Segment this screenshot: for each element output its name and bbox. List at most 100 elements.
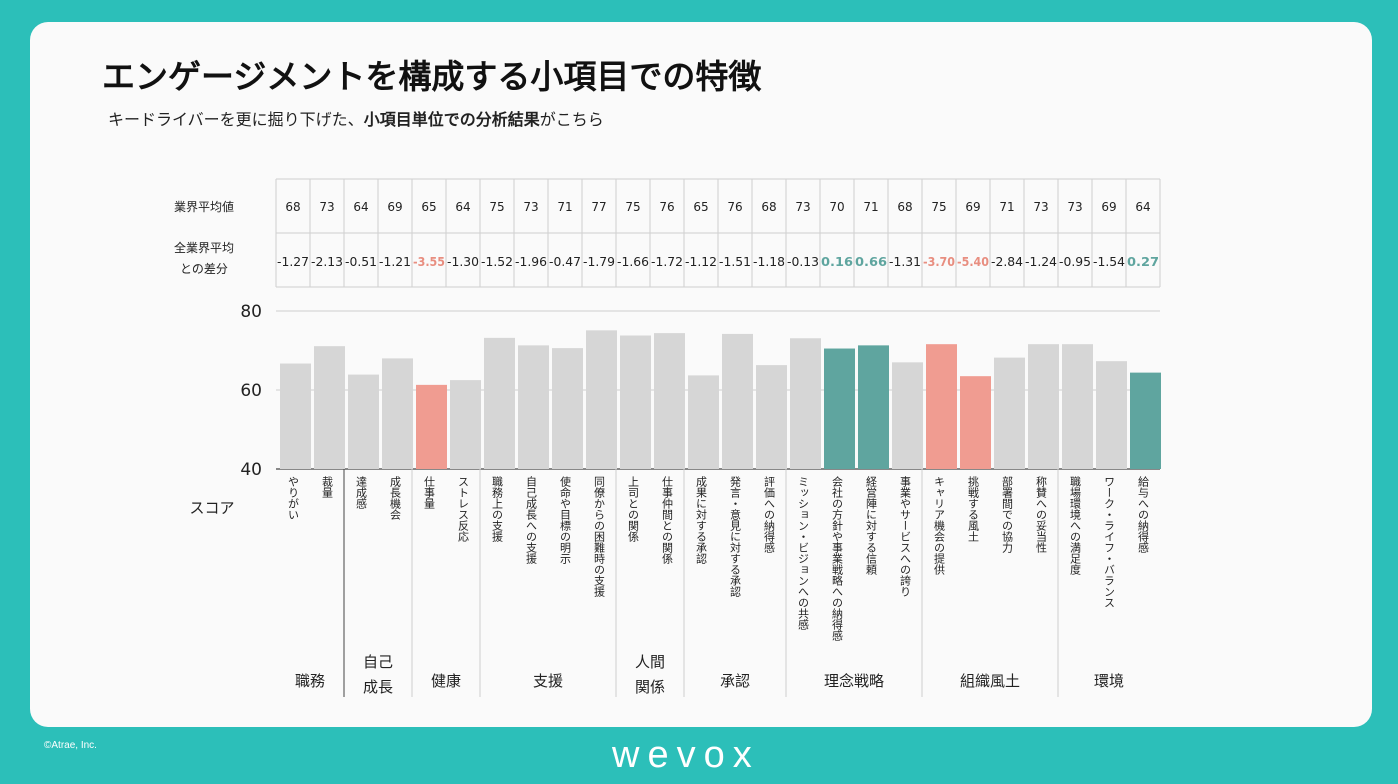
industry-avg-cell: 76 xyxy=(727,200,742,214)
category-label: 自己成長への支援 xyxy=(525,476,538,565)
industry-avg-cell: 75 xyxy=(931,200,946,214)
group-label: 支援 xyxy=(533,672,563,690)
subtitle-bold: 小項目単位での分析結果 xyxy=(363,110,540,129)
diff-cell: 0.66 xyxy=(855,255,887,269)
industry-avg-cell: 75 xyxy=(625,200,640,214)
bar-21 xyxy=(960,376,991,469)
group-label: 職務 xyxy=(295,672,325,690)
diff-cell: -1.79 xyxy=(583,255,615,269)
category-label: 裁量 xyxy=(321,476,334,498)
category-label: 同僚からの困難時の支援 xyxy=(593,476,606,598)
bar-9 xyxy=(552,348,583,469)
group-label: 環境 xyxy=(1094,672,1124,690)
diff-cell: -1.51 xyxy=(719,255,751,269)
industry-avg-row-label: 業界平均値 xyxy=(174,199,234,214)
diff-cell: -1.12 xyxy=(685,255,717,269)
industry-avg-cell: 73 xyxy=(1067,200,1082,214)
industry-avg-cell: 75 xyxy=(489,200,504,214)
category-label: 給与への納得感 xyxy=(1137,475,1150,553)
industry-avg-cell: 69 xyxy=(965,200,980,214)
bar-8 xyxy=(518,345,549,469)
diff-cell: 0.16 xyxy=(821,255,853,269)
industry-avg-cell: 65 xyxy=(693,200,708,214)
bar-11 xyxy=(620,335,651,469)
diff-cell: -2.84 xyxy=(991,255,1023,269)
industry-avg-cell: 70 xyxy=(829,200,844,214)
group-label: 承認 xyxy=(720,672,750,690)
group-label: 自己 xyxy=(363,653,393,671)
category-label: 経営陣に対する信頼 xyxy=(865,476,878,576)
diff-cell: -1.24 xyxy=(1025,255,1057,269)
diff-cell: -0.51 xyxy=(345,255,377,269)
industry-avg-cell: 65 xyxy=(421,200,436,214)
bar-4 xyxy=(382,358,413,469)
industry-avg-cell: 64 xyxy=(1135,200,1150,214)
bar-24 xyxy=(1062,344,1093,469)
category-label: ワーク・ライフ・バランス xyxy=(1103,476,1116,608)
bar-20 xyxy=(926,344,957,469)
diff-cell: -3.55 xyxy=(413,255,445,269)
bar-19 xyxy=(892,362,923,469)
y-tick-label: 40 xyxy=(240,460,262,480)
diff-cell: -1.54 xyxy=(1093,255,1125,269)
industry-avg-cell: 71 xyxy=(557,200,572,214)
subtitle-suffix: がこちら xyxy=(539,110,604,129)
industry-avg-cell: 76 xyxy=(659,200,674,214)
industry-avg-cell: 68 xyxy=(897,200,912,214)
diff-cell: -3.70 xyxy=(923,255,955,269)
diff-cell: -1.96 xyxy=(515,255,547,269)
category-label: 職務上の支援 xyxy=(491,476,504,543)
group-label: 成長 xyxy=(363,678,393,696)
bar-18 xyxy=(858,345,889,469)
diff-row-label-line2: との差分 xyxy=(180,262,228,276)
category-label: ミッション・ビジョンへの共感 xyxy=(797,476,810,630)
industry-avg-cell: 77 xyxy=(591,200,606,214)
bar-7 xyxy=(484,337,515,469)
category-label: 成果に対する承認 xyxy=(695,476,708,564)
bar-23 xyxy=(1028,344,1059,469)
category-label: 達成感 xyxy=(355,476,368,509)
industry-avg-cell: 71 xyxy=(863,200,878,214)
subtitle-prefix: キードライバーを更に掘り下げた、 xyxy=(108,110,364,129)
category-label: 発言・意見に対する承認 xyxy=(729,475,742,597)
diff-cell: -1.72 xyxy=(651,255,683,269)
diff-cell: -1.31 xyxy=(889,255,921,269)
bar-10 xyxy=(586,330,617,469)
diff-cell: -5.40 xyxy=(957,255,989,269)
bar-14 xyxy=(722,333,753,469)
category-label: 職場環境への満足度 xyxy=(1069,476,1082,576)
bar-15 xyxy=(756,365,787,469)
bar-3 xyxy=(348,374,379,469)
bar-13 xyxy=(688,375,719,469)
bar-25 xyxy=(1096,361,1127,469)
group-label: 人間 xyxy=(635,653,665,671)
category-label: 部署間での協力 xyxy=(1001,475,1014,553)
bar-12 xyxy=(654,333,685,469)
category-label: 挑戦する風土 xyxy=(967,475,980,542)
y-tick-label: 80 xyxy=(240,302,262,322)
score-axis-label: スコア xyxy=(189,499,234,517)
industry-avg-cell: 73 xyxy=(1033,200,1048,214)
category-label: キャリア機会の提供 xyxy=(933,476,946,575)
category-label: 称賛への妥当性 xyxy=(1035,475,1048,554)
industry-avg-cell: 64 xyxy=(353,200,368,214)
page-subtitle: キードライバーを更に掘り下げた、小項目単位での分析結果がこちら xyxy=(108,106,604,130)
category-label: 仕事量 xyxy=(423,476,436,509)
copyright-text: ©Atrae, Inc. xyxy=(44,740,97,751)
category-label: やりがい xyxy=(287,476,300,520)
category-label: 上司との関係 xyxy=(627,476,640,543)
diff-cell: -1.66 xyxy=(617,255,649,269)
group-label: 健康 xyxy=(431,672,461,690)
category-label: 成長機会 xyxy=(389,476,402,520)
category-label: 評価への納得感 xyxy=(763,475,776,553)
diff-cell: 0.27 xyxy=(1127,255,1159,269)
industry-avg-cell: 71 xyxy=(999,200,1014,214)
wevox-logo: wevox xyxy=(612,734,760,776)
bar-5 xyxy=(416,384,447,469)
diff-cell: -2.13 xyxy=(311,255,343,269)
diff-cell: -1.27 xyxy=(277,255,309,269)
industry-avg-cell: 73 xyxy=(319,200,334,214)
diff-cell: -1.30 xyxy=(447,255,479,269)
bar-17 xyxy=(824,348,855,469)
